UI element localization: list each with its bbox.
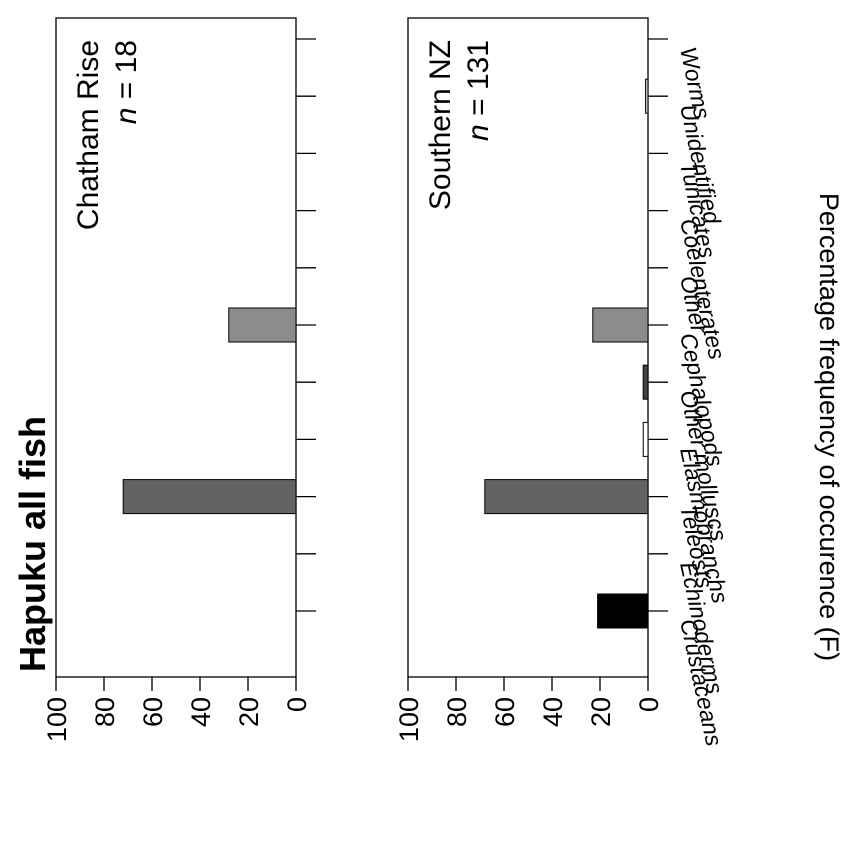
panel-label: Southern NZ <box>424 40 457 210</box>
sample-size-label: n = 131 <box>462 40 495 141</box>
y-tick-label: 60 <box>490 697 520 727</box>
y-axis-label: Percentage frequency of occurence (F) <box>814 193 844 661</box>
panels-group: 0 20 40 60 80 100 Chatham Rise n = 18 0 20 40 60 80 1… <box>42 17 734 749</box>
bar-teleosts <box>122 479 297 515</box>
chart-title: Hapuku all fish <box>12 416 53 672</box>
bar-crustaceans <box>597 593 649 629</box>
y-tick-label: 100 <box>394 697 424 742</box>
y-tick-label: 0 <box>282 697 312 712</box>
y-tick-label: 20 <box>234 697 264 727</box>
bar-cephalopods <box>228 307 297 343</box>
y-tick-label: 40 <box>538 697 568 727</box>
y-tick-label: 80 <box>90 697 120 727</box>
y-tick-label: 80 <box>442 697 472 727</box>
bar-other-molluscs <box>642 364 649 400</box>
panel-label: Chatham Rise <box>72 40 105 230</box>
y-tick-label: 0 <box>634 697 664 712</box>
bar-unidentified <box>645 78 649 114</box>
sample-size-label: n = 18 <box>110 40 143 124</box>
bar-elasmobranchs <box>642 421 649 457</box>
y-tick-label: 60 <box>138 697 168 727</box>
bar-teleosts <box>484 479 649 515</box>
y-tick-label: 100 <box>42 697 72 742</box>
panel-frame <box>55 17 297 678</box>
panel-frame <box>407 17 649 678</box>
panel-chatham-rise: 0 20 40 60 80 100 Chatham Rise n = 18 <box>42 17 316 742</box>
chart-rotated-group: Hapuku all fish Percentage frequency of … <box>12 17 844 749</box>
y-tick-label: 40 <box>186 697 216 727</box>
y-tick-label: 20 <box>586 697 616 727</box>
bar-cephalopods <box>592 307 649 343</box>
